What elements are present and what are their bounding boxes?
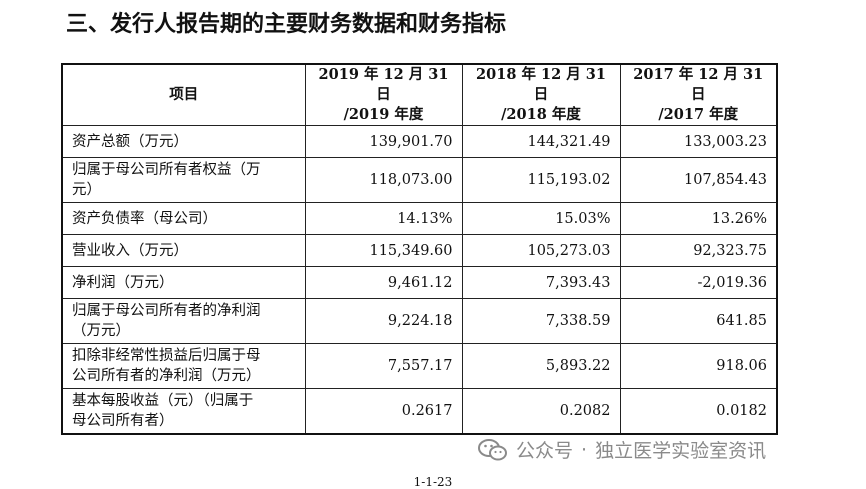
row-label-line: （万元） [72,323,130,339]
cell-2017: 918.06 [619,343,778,389]
watermark-separator: · [581,438,588,461]
table-row: 资产负债率（母公司） 14.13% 15.03% 13.26% [61,202,778,235]
row-label-line: 资产负债率（母公司） [72,210,217,227]
cell-2017: 107,854.43 [619,157,778,203]
row-label-line: 基本每股收益（元）（归属于 [72,392,254,409]
header-2018: 2018 年 12 月 31 日 /2018 年度 [461,63,621,126]
financial-table: 项目 2019 年 12 月 31 日 /2019 年度 2018 年 12 月… [61,63,778,435]
row-label: 营业收入（万元） [61,234,306,267]
header-2019-date: 2019 年 12 月 31 日 [318,66,449,103]
cell-2019: 9,224.18 [304,298,463,344]
table-row: 基本每股收益（元）（归属于 母公司所有者） 0.2617 0.2082 0.01… [61,388,778,434]
table-row: 归属于母公司所有者的净利润 （万元） 9,224.18 7,338.59 641… [61,298,778,344]
header-2018-year: /2018 年度 [501,106,581,123]
header-2017-date: 2017 年 12 月 31 日 [633,66,764,103]
cell-2018: 7,393.43 [461,266,621,299]
cell-2018: 15.03% [461,202,621,235]
row-label: 资产总额（万元） [61,125,306,158]
row-label: 净利润（万元） [61,266,306,299]
table-row: 归属于母公司所有者权益（万 元） 118,073.00 115,193.02 1… [61,157,778,203]
row-label: 资产负债率（母公司） [61,202,306,235]
row-label-line: 元） [72,182,101,198]
table-header-row: 项目 2019 年 12 月 31 日 /2019 年度 2018 年 12 月… [61,63,778,126]
header-item: 项目 [61,63,306,126]
table-row: 营业收入（万元） 115,349.60 105,273.03 92,323.75 [61,234,778,267]
section-heading: 三、发行人报告期的主要财务数据和财务指标 [66,12,507,37]
row-label: 基本每股收益（元）（归属于 母公司所有者） [61,388,306,434]
cell-2019: 7,557.17 [304,343,463,389]
table-row: 净利润（万元） 9,461.12 7,393.43 -2,019.36 [61,266,778,299]
header-2019: 2019 年 12 月 31 日 /2019 年度 [304,63,463,126]
cell-2019: 14.13% [304,202,463,235]
row-label: 扣除非经常性损益后归属于母 公司所有者的净利润（万元） [61,343,306,389]
cell-2019: 118,073.00 [304,157,463,203]
header-2017-year: /2017 年度 [658,106,739,123]
header-2019-year: /2019 年度 [343,106,424,123]
cell-2019: 115,349.60 [304,234,463,267]
row-label-line: 母公司所有者） [72,412,174,429]
cell-2018: 105,273.03 [461,234,621,267]
cell-2019: 9,461.12 [304,266,463,299]
row-label-line: 扣除非经常性损益后归属于母 [72,348,261,364]
cell-2017: 0.0182 [619,388,778,434]
watermark-account: 公众号 [516,440,574,462]
wechat-watermark: 公众号 · 独立医学实验室资讯 [478,436,766,463]
row-label-line: 公司所有者的净利润（万元） [72,368,261,384]
row-label-line: 净利润（万元） [72,274,174,291]
page-number: 1-1-23 [413,475,453,489]
watermark-name: 独立医学实验室资讯 [595,440,767,462]
cell-2017: 13.26% [619,202,778,235]
cell-2019: 139,901.70 [304,125,463,158]
row-label: 归属于母公司所有者的净利润 （万元） [61,298,306,344]
wechat-icon [478,438,507,460]
table-row: 扣除非经常性损益后归属于母 公司所有者的净利润（万元） 7,557.17 5,8… [61,343,778,389]
cell-2017: 133,003.23 [619,125,778,158]
cell-2018: 7,338.59 [461,298,621,344]
header-2018-date: 2018 年 12 月 31 日 [476,66,606,103]
row-label: 归属于母公司所有者权益（万 元） [61,157,306,203]
cell-2017: 641.85 [619,298,778,344]
cell-2019: 0.2617 [304,388,463,434]
row-label-line: 归属于母公司所有者的净利润 [72,303,261,319]
row-label-line: 资产总额（万元） [72,133,188,150]
cell-2018: 115,193.02 [461,157,621,203]
header-2017: 2017 年 12 月 31 日 /2017 年度 [619,63,778,126]
cell-2018: 5,893.22 [461,343,621,389]
header-item-label: 项目 [169,86,199,103]
row-label-line: 归属于母公司所有者权益（万 [72,162,261,178]
cell-2018: 0.2082 [461,388,621,434]
cell-2017: 92,323.75 [619,234,778,267]
cell-2018: 144,321.49 [461,125,621,158]
cell-2017: -2,019.36 [619,266,778,299]
row-label-line: 营业收入（万元） [72,242,188,259]
table-row: 资产总额（万元） 139,901.70 144,321.49 133,003.2… [61,125,778,158]
